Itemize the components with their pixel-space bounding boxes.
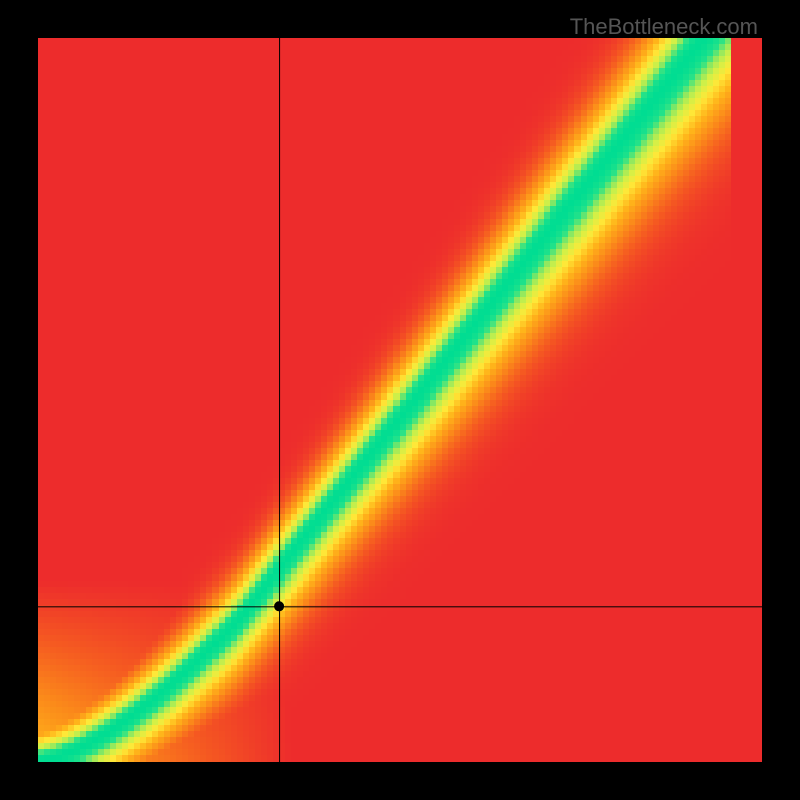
- bottleneck-heatmap: [38, 38, 762, 762]
- chart-container: TheBottleneck.com: [0, 0, 800, 800]
- watermark-text: TheBottleneck.com: [570, 14, 758, 40]
